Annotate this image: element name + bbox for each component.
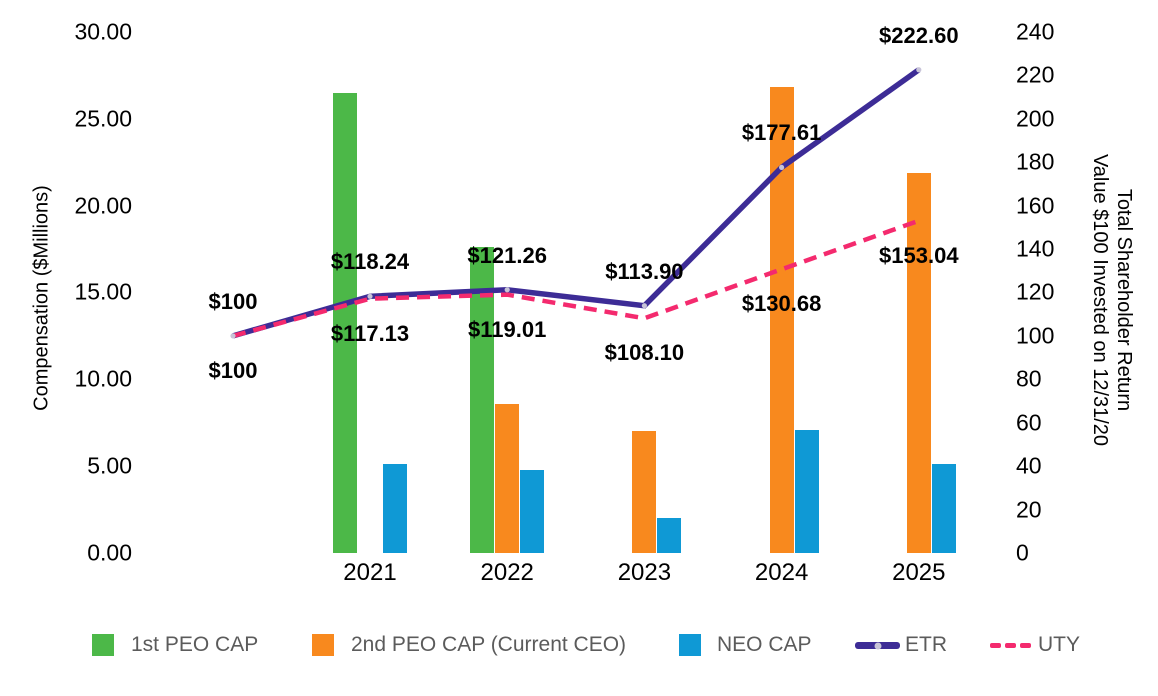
data-label-uty-2: $119.01 — [468, 316, 547, 342]
x-axis-label-2024: 2024 — [754, 559, 809, 586]
bar-neo-cap-2025 — [931, 464, 956, 553]
bar-1st-peo-cap-2022 — [470, 247, 495, 553]
data-label-uty-5: $153.04 — [879, 242, 959, 268]
data-label-uty-4: $130.68 — [741, 291, 822, 317]
data-label-etr-5: $222.60 — [879, 22, 959, 48]
x-axis-label-2025: 2025 — [892, 559, 946, 586]
bar-neo-cap-2021 — [383, 464, 407, 553]
right-axis-tick: 200 — [1016, 105, 1055, 132]
x-axis-label-2021: 2021 — [343, 559, 397, 586]
left-axis-tick: 15.00 — [74, 278, 132, 305]
left-axis-tick: 5.00 — [87, 452, 132, 479]
marker-etr — [504, 287, 510, 293]
x-axis-label-2023: 2023 — [617, 559, 672, 586]
marker-etr — [641, 303, 648, 309]
data-label-etr-0: $100 — [208, 288, 258, 314]
right-axis-tick: 120 — [1016, 278, 1055, 305]
bar-1st-peo-cap-2021 — [333, 92, 357, 553]
right-axis-tick: 80 — [1016, 365, 1042, 392]
right-axis-tick: 180 — [1016, 148, 1055, 175]
right-axis-tick: 220 — [1016, 61, 1055, 88]
left-axis-tick: 10.00 — [74, 365, 132, 392]
line-uty — [232, 218, 920, 339]
marker-etr — [367, 293, 373, 299]
right-axis-tick: 40 — [1016, 452, 1042, 479]
marker-etr — [916, 67, 922, 73]
right-axis-tick: 160 — [1016, 192, 1055, 219]
bar-2nd-peo-cap-current-ceo-2022 — [495, 403, 520, 553]
bar-neo-cap-2024 — [794, 429, 819, 553]
data-label-etr-3: $113.90 — [605, 258, 684, 284]
data-label-etr-4: $177.61 — [741, 120, 822, 146]
bar-neo-cap-2023 — [657, 518, 682, 553]
data-label-uty-0: $100 — [208, 357, 258, 383]
right-axis-tick: 60 — [1016, 409, 1042, 436]
data-label-uty-3: $108.10 — [604, 340, 685, 366]
marker-etr — [230, 333, 236, 339]
right-axis-tick: 140 — [1016, 235, 1055, 262]
data-label-etr-1: $118.24 — [330, 249, 410, 275]
marker-etr — [779, 164, 785, 171]
left-axis-tick: 0.00 — [87, 539, 132, 566]
bar-neo-cap-2022 — [520, 469, 545, 553]
line-etr — [232, 67, 921, 339]
bar-2nd-peo-cap-current-ceo-2023 — [632, 431, 657, 553]
right-axis-tick: 0 — [1016, 539, 1029, 566]
right-axis-tick: 20 — [1016, 496, 1042, 523]
left-axis-tick: 20.00 — [74, 192, 132, 219]
right-axis-tick: 240 — [1016, 18, 1055, 45]
bar-2nd-peo-cap-current-ceo-2025 — [906, 172, 931, 553]
left-axis-tick: 30.00 — [74, 18, 132, 45]
data-label-uty-1: $117.13 — [330, 320, 410, 346]
left-axis-tick: 25.00 — [74, 105, 132, 132]
right-axis-tick: 100 — [1016, 322, 1055, 349]
data-label-etr-2: $121.26 — [467, 242, 547, 268]
x-axis-label-2022: 2022 — [480, 559, 534, 586]
